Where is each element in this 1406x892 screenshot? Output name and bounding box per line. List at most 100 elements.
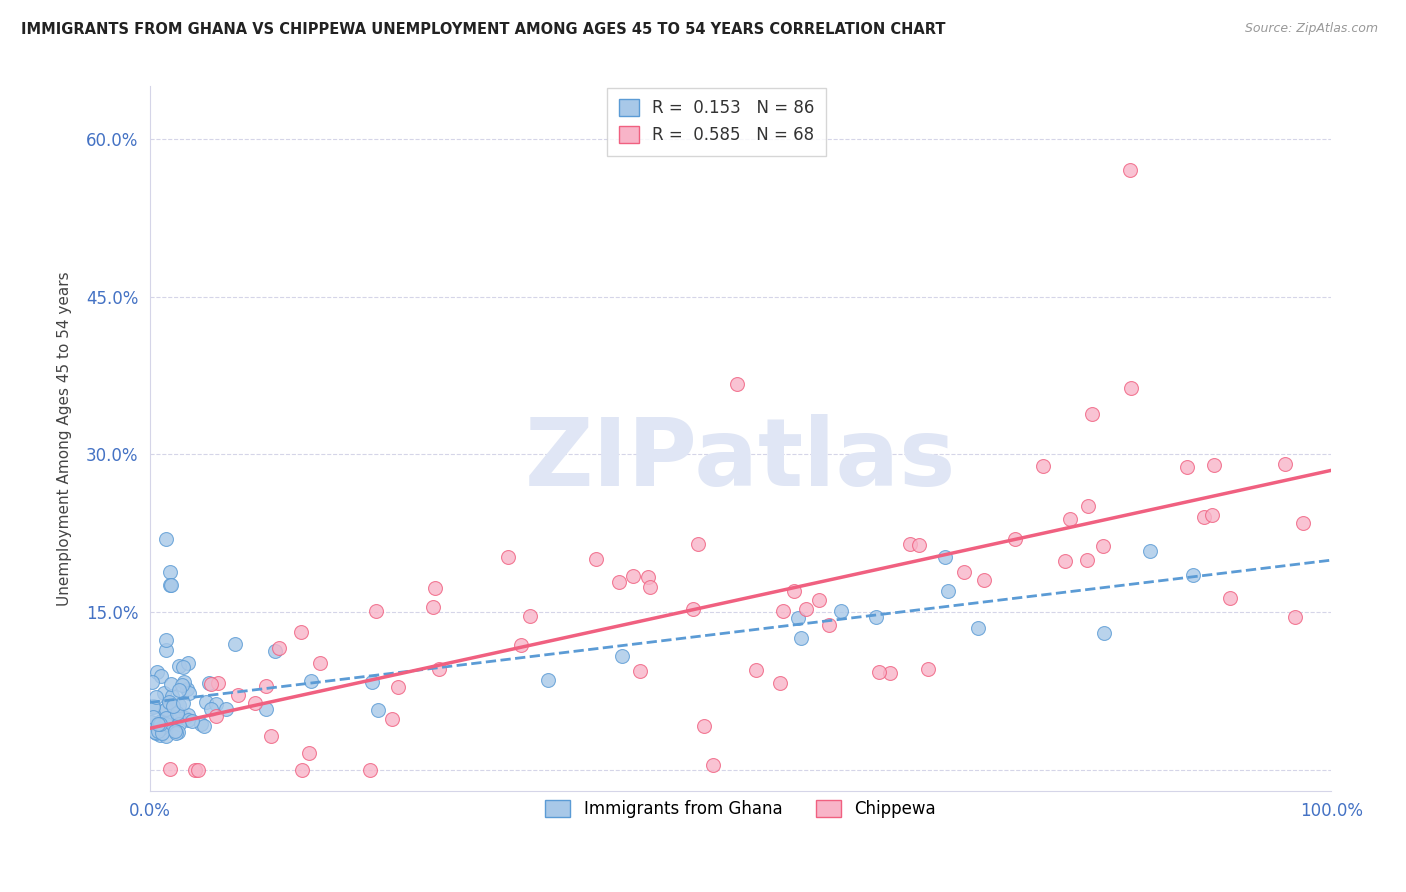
Point bbox=[537, 673, 560, 688]
Point bbox=[387, 680, 409, 694]
Point bbox=[692, 719, 714, 733]
Point bbox=[149, 714, 172, 729]
Point bbox=[908, 538, 931, 552]
Point bbox=[159, 565, 181, 579]
Point bbox=[150, 723, 173, 738]
Point bbox=[1081, 407, 1104, 421]
Point bbox=[155, 711, 177, 725]
Point bbox=[1032, 459, 1054, 474]
Point bbox=[141, 715, 163, 730]
Point bbox=[160, 577, 183, 591]
Point bbox=[917, 662, 939, 676]
Point bbox=[1092, 539, 1115, 553]
Point bbox=[166, 710, 188, 724]
Point bbox=[177, 656, 200, 670]
Point bbox=[204, 708, 226, 723]
Point bbox=[145, 726, 167, 740]
Point bbox=[177, 708, 200, 723]
Point bbox=[745, 663, 768, 677]
Point bbox=[1194, 510, 1216, 524]
Point bbox=[299, 673, 322, 688]
Point bbox=[159, 677, 181, 691]
Point bbox=[381, 712, 404, 726]
Point bbox=[141, 674, 163, 689]
Point bbox=[952, 566, 974, 580]
Point bbox=[193, 718, 215, 732]
Point bbox=[427, 662, 450, 676]
Point bbox=[269, 640, 291, 655]
Point bbox=[364, 604, 387, 618]
Point bbox=[162, 710, 184, 724]
Point bbox=[264, 644, 287, 658]
Text: ZIPatlas: ZIPatlas bbox=[524, 414, 956, 506]
Point bbox=[1292, 516, 1315, 531]
Point bbox=[621, 569, 644, 583]
Point bbox=[149, 669, 172, 683]
Point bbox=[179, 686, 201, 700]
Point bbox=[167, 682, 190, 697]
Point bbox=[141, 698, 163, 713]
Point bbox=[155, 702, 177, 716]
Point bbox=[149, 717, 172, 731]
Point bbox=[1077, 500, 1099, 514]
Point bbox=[167, 698, 190, 713]
Point bbox=[879, 666, 901, 681]
Point bbox=[146, 717, 169, 731]
Point bbox=[637, 570, 659, 584]
Point bbox=[298, 746, 321, 760]
Point bbox=[167, 717, 190, 731]
Point bbox=[176, 682, 198, 697]
Point bbox=[1053, 554, 1076, 568]
Point bbox=[200, 702, 222, 716]
Point bbox=[155, 532, 177, 546]
Point bbox=[1201, 508, 1223, 522]
Point bbox=[194, 695, 217, 709]
Point bbox=[153, 686, 176, 700]
Point bbox=[682, 601, 704, 615]
Point bbox=[817, 617, 839, 632]
Point bbox=[148, 723, 170, 738]
Point bbox=[157, 696, 180, 710]
Point bbox=[794, 602, 817, 616]
Point bbox=[607, 575, 630, 590]
Point bbox=[973, 574, 995, 588]
Point bbox=[868, 665, 890, 679]
Point bbox=[686, 537, 709, 551]
Point bbox=[1092, 626, 1115, 640]
Point bbox=[142, 710, 165, 724]
Point bbox=[254, 679, 277, 693]
Point bbox=[519, 608, 541, 623]
Point bbox=[865, 609, 887, 624]
Y-axis label: Unemployment Among Ages 45 to 54 years: Unemployment Among Ages 45 to 54 years bbox=[58, 271, 72, 606]
Point bbox=[1204, 458, 1226, 473]
Text: Source: ZipAtlas.com: Source: ZipAtlas.com bbox=[1244, 22, 1378, 36]
Point bbox=[628, 665, 651, 679]
Point bbox=[207, 676, 229, 690]
Point bbox=[783, 583, 806, 598]
Point bbox=[224, 636, 246, 650]
Point bbox=[150, 726, 173, 740]
Point bbox=[172, 697, 194, 711]
Point bbox=[160, 714, 183, 729]
Point bbox=[156, 719, 179, 733]
Point bbox=[938, 583, 960, 598]
Point bbox=[166, 706, 188, 720]
Point bbox=[1181, 568, 1204, 582]
Point bbox=[146, 665, 169, 680]
Legend: Immigrants from Ghana, Chippewa: Immigrants from Ghana, Chippewa bbox=[538, 793, 942, 824]
Point bbox=[900, 537, 922, 551]
Point bbox=[155, 642, 177, 657]
Point bbox=[152, 723, 174, 737]
Point bbox=[422, 599, 444, 614]
Point bbox=[790, 631, 813, 645]
Point bbox=[787, 610, 810, 624]
Point bbox=[830, 604, 852, 618]
Point bbox=[146, 716, 169, 731]
Point bbox=[1274, 457, 1296, 471]
Point bbox=[638, 580, 661, 594]
Point bbox=[172, 678, 194, 692]
Point bbox=[612, 649, 634, 664]
Point bbox=[769, 676, 792, 690]
Point bbox=[200, 677, 222, 691]
Point bbox=[1175, 460, 1198, 475]
